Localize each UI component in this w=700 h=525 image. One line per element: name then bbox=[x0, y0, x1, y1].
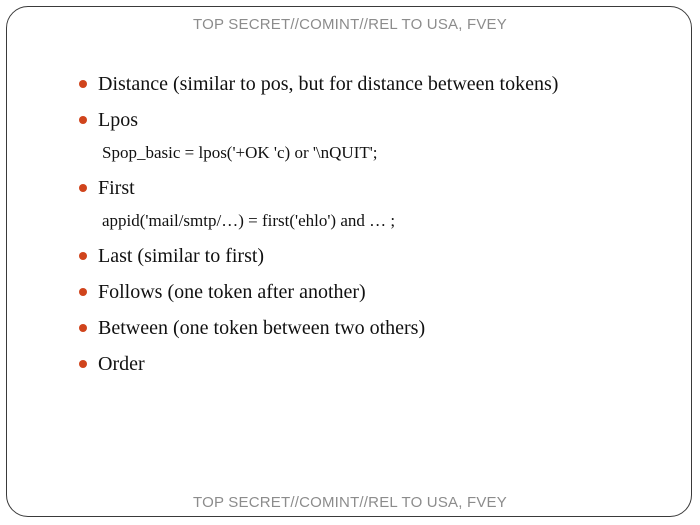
bullet-list: Distance (similar to pos, but for distan… bbox=[78, 72, 668, 388]
bullet-item-distance: Distance (similar to pos, but for distan… bbox=[78, 72, 668, 96]
bullet-item-last: Last (similar to first) bbox=[78, 244, 668, 268]
bullet-item-first: First bbox=[78, 176, 668, 200]
bullet-item-between: Between (one token between two others) bbox=[78, 316, 668, 340]
bullet-text: Distance (similar to pos, but for distan… bbox=[98, 73, 559, 95]
bullet-dot-icon bbox=[79, 116, 87, 124]
bullet-dot-icon bbox=[79, 252, 87, 260]
bullet-dot-icon bbox=[79, 360, 87, 368]
slide-frame bbox=[6, 6, 692, 517]
bullet-text: First bbox=[98, 177, 135, 199]
bullet-text: Last (similar to first) bbox=[98, 245, 265, 267]
bullet-dot-icon bbox=[79, 184, 87, 192]
classification-banner-top: TOP SECRET//COMINT//REL TO USA, FVEY bbox=[193, 16, 507, 33]
bullet-dot-icon bbox=[79, 324, 87, 332]
bullet-text: Lpos bbox=[98, 109, 138, 131]
bullet-text: Between (one token between two others) bbox=[98, 317, 426, 339]
bullet-text: Order bbox=[98, 353, 145, 375]
bullet-item-lpos: Lpos bbox=[78, 108, 668, 132]
bullet-dot-icon bbox=[79, 80, 87, 88]
bullet-text: Follows (one token after another) bbox=[98, 281, 366, 303]
bullet-item-order: Order bbox=[78, 352, 668, 376]
classification-banner-bottom: TOP SECRET//COMINT//REL TO USA, FVEY bbox=[193, 494, 507, 511]
bullet-item-follows: Follows (one token after another) bbox=[78, 280, 668, 304]
bullet-subtext-first: appid('mail/smtp/…) = first('ehlo') and … bbox=[102, 211, 396, 230]
bullet-subtext-lpos: Spop_basic = lpos('+OK 'c) or '\nQUIT'; bbox=[102, 143, 378, 162]
bullet-dot-icon bbox=[79, 288, 87, 296]
